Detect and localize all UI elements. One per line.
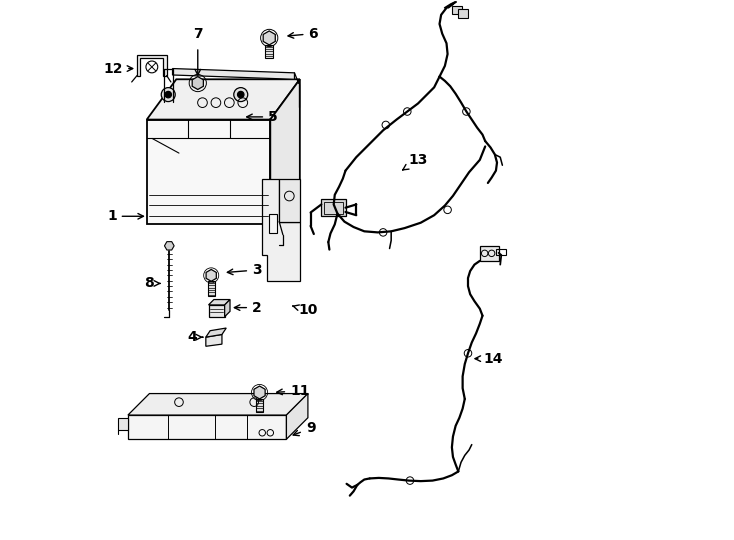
Polygon shape	[147, 119, 270, 224]
Text: 5: 5	[247, 110, 278, 124]
Text: 14: 14	[475, 352, 503, 366]
Polygon shape	[128, 394, 308, 415]
Text: 13: 13	[403, 153, 428, 170]
Circle shape	[165, 91, 172, 98]
Polygon shape	[225, 300, 230, 317]
Polygon shape	[172, 69, 294, 79]
Polygon shape	[286, 394, 308, 439]
Circle shape	[161, 87, 175, 102]
Bar	[266, 45, 273, 58]
Polygon shape	[254, 386, 265, 399]
Polygon shape	[206, 334, 222, 346]
Polygon shape	[270, 79, 300, 224]
Text: 6: 6	[288, 26, 318, 40]
Text: 7: 7	[193, 26, 203, 40]
Bar	[256, 399, 263, 413]
Polygon shape	[128, 415, 286, 439]
Circle shape	[238, 91, 244, 98]
Text: 4: 4	[187, 330, 203, 344]
Text: 1: 1	[107, 210, 143, 223]
Polygon shape	[264, 31, 275, 45]
Text: 8: 8	[145, 276, 160, 291]
Polygon shape	[262, 179, 300, 281]
Text: 12: 12	[103, 62, 133, 76]
Polygon shape	[279, 179, 300, 221]
Polygon shape	[118, 418, 128, 430]
Bar	[269, 214, 277, 233]
Polygon shape	[206, 269, 217, 281]
Text: 10: 10	[293, 303, 318, 318]
Polygon shape	[147, 79, 300, 119]
Text: 9: 9	[293, 422, 316, 436]
Polygon shape	[206, 328, 226, 337]
Text: 2: 2	[234, 301, 262, 315]
Text: 11: 11	[277, 384, 310, 398]
Bar	[458, 9, 468, 17]
Bar	[452, 6, 462, 14]
Bar	[324, 202, 343, 214]
Bar	[208, 281, 215, 296]
Polygon shape	[208, 305, 225, 317]
Polygon shape	[137, 55, 167, 76]
Polygon shape	[192, 77, 203, 90]
Polygon shape	[321, 199, 346, 217]
Text: 3: 3	[228, 263, 262, 277]
Bar	[480, 246, 498, 261]
Polygon shape	[164, 241, 174, 250]
Polygon shape	[208, 300, 230, 305]
Circle shape	[233, 87, 248, 102]
